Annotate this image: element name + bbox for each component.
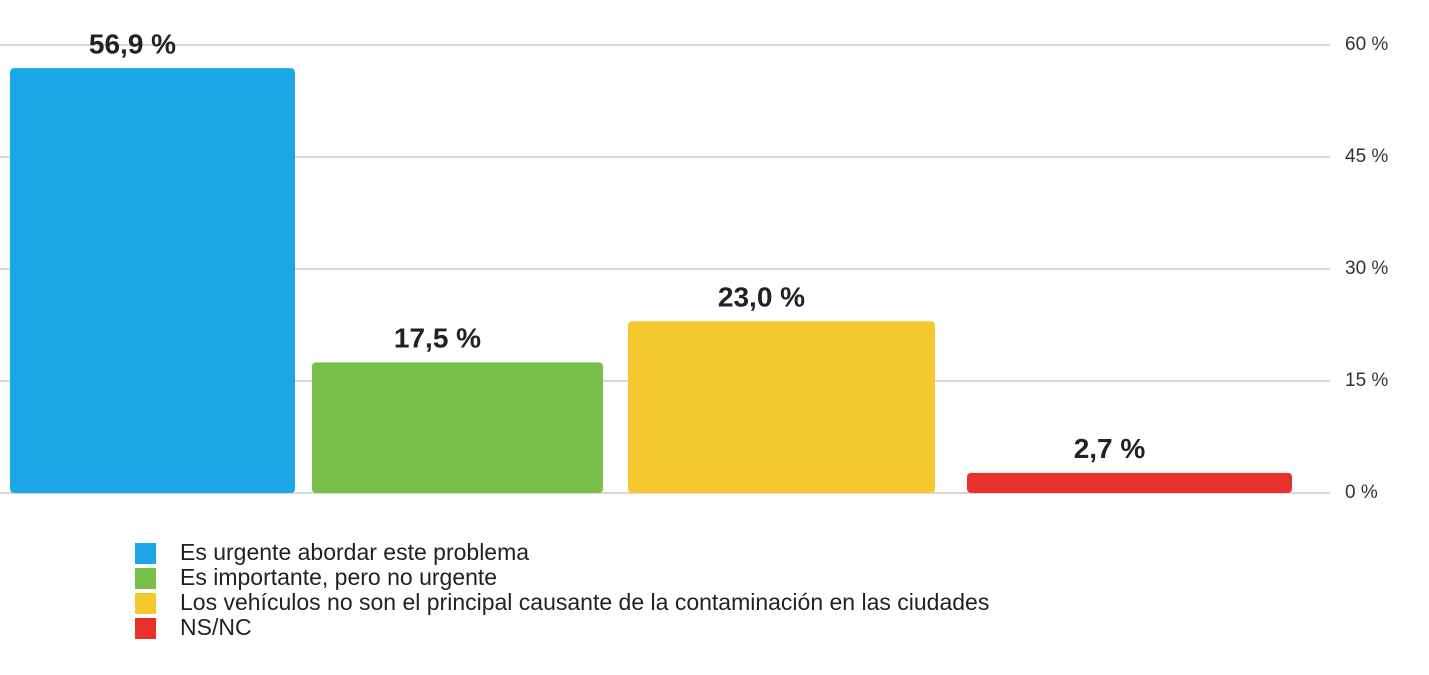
legend-label: Es urgente abordar este problema [180, 539, 529, 565]
legend-swatch [135, 618, 156, 639]
legend-label: Es importante, pero no urgente [180, 564, 497, 590]
bar [967, 472, 1292, 493]
data-label: 2,7 % [1074, 433, 1146, 464]
bar [312, 362, 603, 493]
data-label: 17,5 % [394, 323, 481, 354]
bar [10, 68, 295, 493]
legend-swatch [135, 543, 156, 564]
y-tick-label: 30 % [1345, 258, 1388, 279]
y-tick-label: 60 % [1345, 34, 1388, 55]
legend-swatch [135, 568, 156, 589]
y-tick-label: 45 % [1345, 146, 1388, 167]
legend-swatch [135, 593, 156, 614]
bar [628, 321, 935, 493]
legend-label: NS/NC [180, 614, 252, 640]
data-label: 23,0 % [718, 282, 805, 313]
y-tick-label: 0 % [1345, 482, 1378, 503]
legend-label: Los vehículos no son el principal causan… [180, 589, 989, 615]
y-tick-label: 15 % [1345, 370, 1388, 391]
data-label: 56,9 % [89, 29, 176, 60]
